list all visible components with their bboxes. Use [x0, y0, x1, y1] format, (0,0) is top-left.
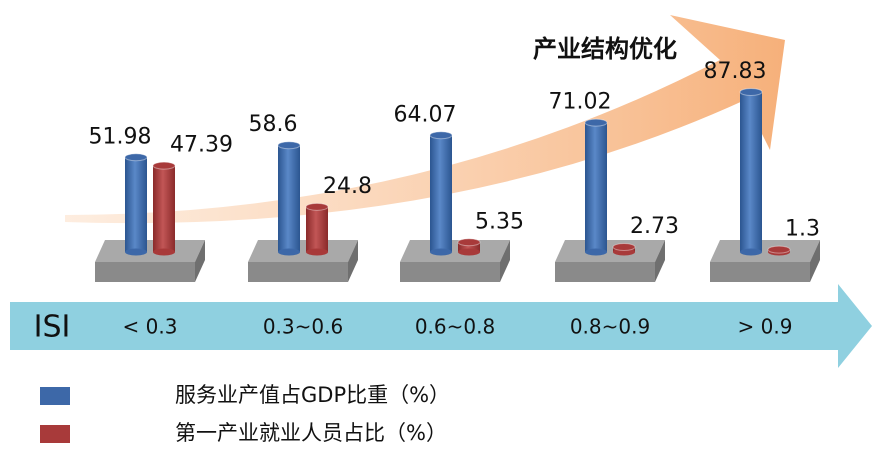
bar	[278, 145, 300, 252]
bar-cap	[152, 161, 176, 170]
pedestal-top	[248, 240, 358, 262]
plot: 51.98 47.39 58.6 24.8 64.07 5.35 71.02 2.73 87.8…	[89, 59, 820, 282]
x-tick-label: < 0.3	[123, 315, 178, 339]
bar-base	[430, 248, 452, 256]
bar-base	[153, 248, 175, 256]
trend-arrow	[65, 15, 785, 224]
value-label: 1.3	[785, 217, 820, 242]
axis-arrow	[10, 284, 872, 368]
pedestal-front	[95, 262, 195, 282]
pedestal-side	[348, 240, 358, 282]
pedestal-side	[810, 240, 820, 282]
pedestal-front	[555, 262, 655, 282]
bar-base	[278, 248, 300, 256]
pedestal-top	[400, 240, 510, 262]
annotation: 产业结构优化	[533, 35, 677, 63]
bar-base	[613, 248, 635, 256]
value-label: 71.02	[549, 90, 612, 115]
value-label: 64.07	[394, 102, 457, 127]
bar-base	[306, 248, 328, 256]
value-label: 47.39	[170, 133, 233, 158]
pedestal-front	[248, 262, 348, 282]
value-label: 87.83	[704, 59, 767, 84]
x-tick-label: 0.3~0.6	[263, 315, 343, 339]
value-label: 58.6	[249, 112, 298, 137]
axis-label: ISI	[34, 310, 71, 345]
legend: 服务业产值占GDP比重（%） 第一产业就业人员占比（%）	[40, 383, 450, 445]
bar-cap	[767, 245, 791, 254]
legend-label: 第一产业就业人员占比（%）	[175, 421, 447, 445]
pedestal-top	[555, 240, 665, 262]
bar	[125, 157, 147, 252]
bar	[306, 206, 328, 252]
pedestal-front	[710, 262, 810, 282]
bar	[153, 165, 175, 252]
pedestal-front	[400, 262, 500, 282]
pedestal-side	[500, 240, 510, 282]
value-label: 24.8	[323, 174, 372, 199]
x-tick-label: 0.8~0.9	[570, 315, 650, 339]
bar-cap	[429, 131, 453, 140]
legend-swatch	[40, 425, 70, 443]
bar	[430, 135, 452, 252]
bar	[740, 92, 762, 252]
bar-base	[740, 248, 762, 256]
legend-swatch	[40, 387, 70, 405]
value-label: 51.98	[89, 124, 152, 149]
pedestal-top	[710, 240, 820, 262]
bar-cap	[124, 153, 148, 162]
value-label: 5.35	[475, 209, 524, 234]
x-tick-label: 0.6~0.8	[415, 315, 495, 339]
x-tick-label: > 0.9	[738, 315, 793, 339]
pedestal-side	[655, 240, 665, 282]
pedestal-side	[195, 240, 205, 282]
value-label: 2.73	[630, 214, 679, 239]
bar	[585, 122, 607, 252]
bar-cap	[584, 118, 608, 127]
bar-cap	[277, 141, 301, 150]
bar	[458, 242, 480, 252]
bar-cap	[612, 243, 636, 252]
bar-base	[125, 248, 147, 256]
bar-cap	[305, 202, 329, 211]
legend-label: 服务业产值占GDP比重（%）	[175, 383, 450, 407]
bar-cap	[739, 88, 763, 96]
bar-cap	[457, 238, 481, 247]
bar-base	[458, 248, 480, 256]
bar-base	[585, 248, 607, 256]
pedestal-top	[95, 240, 205, 262]
